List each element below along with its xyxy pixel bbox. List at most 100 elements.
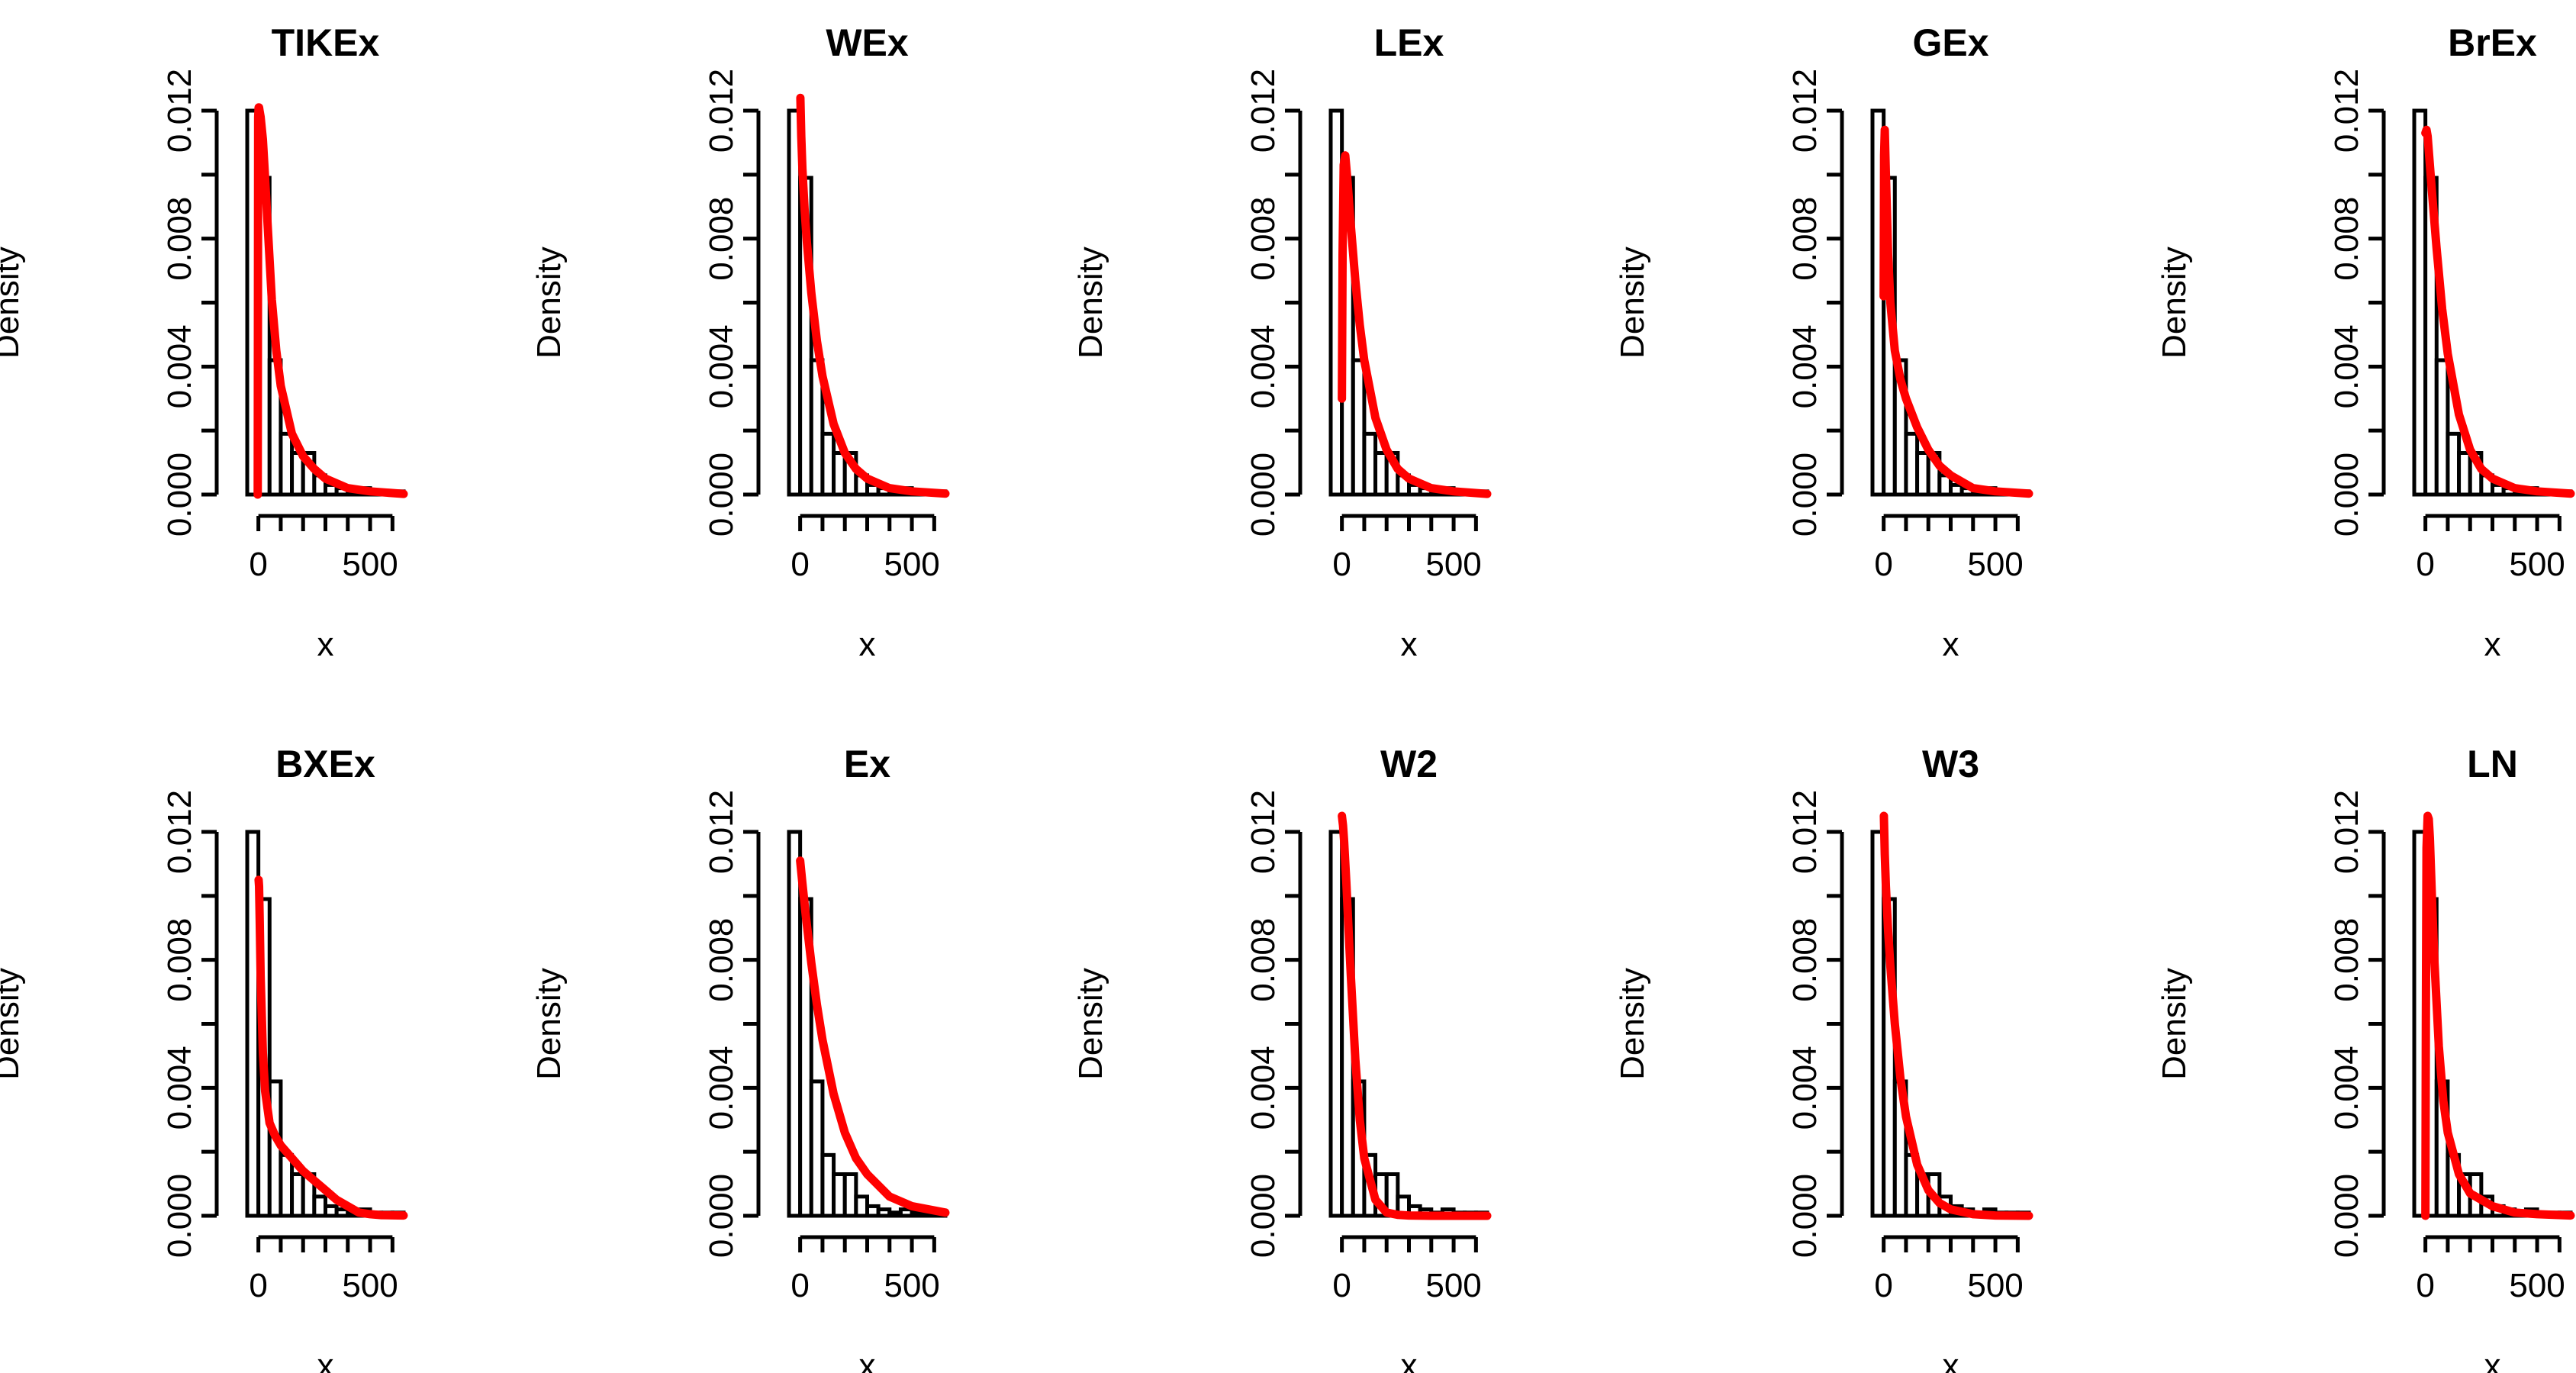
- y-tick-label: 0.012: [1245, 69, 1282, 153]
- y-tick-label: 0.004: [161, 1046, 198, 1130]
- x-axis-label: x: [317, 1347, 334, 1373]
- y-tick-label: 0.008: [2328, 197, 2365, 281]
- x-axis-label: x: [1401, 1347, 1418, 1373]
- y-axis-label: Density: [1072, 247, 1109, 359]
- x-tick-label: 0: [2416, 546, 2434, 583]
- y-tick-label: 0.012: [1786, 69, 1824, 153]
- x-tick-label: 0: [249, 1267, 267, 1304]
- panel-ln: LN 0.000 0.004 0.008 0.012 Density 0 500 x: [2156, 743, 2575, 1373]
- y-axis-label: Density: [2156, 968, 2193, 1080]
- y-tick-label: 0.004: [161, 324, 198, 408]
- x-tick-label: 0: [1332, 546, 1351, 583]
- x-tick-label: 0: [1874, 1267, 1892, 1304]
- y-tick-label: 0.008: [1786, 197, 1824, 281]
- y-axis-label: Density: [2156, 247, 2193, 359]
- panel-lex: LEx 0.000 0.004 0.008 0.012 Density 0 500 x: [1072, 21, 1492, 663]
- x-axis-label: x: [317, 626, 334, 663]
- panel-title: W2: [1380, 743, 1438, 785]
- panel-title: W3: [1922, 743, 1979, 785]
- y-tick-label: 0.008: [703, 918, 740, 1002]
- x-tick-label: 500: [884, 546, 939, 583]
- x-axis-label: x: [859, 1347, 876, 1373]
- x-tick-label: 500: [1425, 546, 1481, 583]
- y-tick-label: 0.008: [703, 197, 740, 281]
- panel-title: BXEx: [275, 743, 375, 785]
- x-tick-label: 0: [249, 546, 267, 583]
- panel-title: Ex: [844, 743, 890, 785]
- y-tick-label: 0.000: [2328, 1174, 2365, 1258]
- fitted-density-line: [796, 93, 950, 498]
- x-tick-label: 0: [1874, 546, 1892, 583]
- y-tick-label: 0.000: [1245, 453, 1282, 537]
- panel-brex: BrEx 0.000 0.004 0.008 0.012 Density 0 500 x: [2156, 21, 2575, 663]
- fitted-density-line: [2421, 125, 2575, 498]
- y-tick-label: 0.012: [703, 69, 740, 153]
- y-tick-label: 0.000: [161, 1174, 198, 1258]
- x-tick-label: 500: [1967, 546, 2023, 583]
- panel-title: LN: [2467, 743, 2518, 785]
- y-axis-label: Density: [530, 968, 568, 1080]
- y-tick-label: 0.012: [1786, 790, 1824, 874]
- y-axis-label: Density: [0, 968, 26, 1080]
- fitted-density-line: [1879, 125, 2033, 498]
- y-axis-label: Density: [0, 247, 26, 359]
- x-tick-label: 500: [342, 1267, 398, 1304]
- x-tick-label: 0: [791, 1267, 809, 1304]
- y-tick-label: 0.000: [703, 453, 740, 537]
- fitted-density-line: [253, 103, 408, 499]
- x-axis-label: x: [2484, 1347, 2501, 1373]
- panel-wex: WEx 0.000 0.004 0.008 0.012 Density 0 500 x: [530, 21, 950, 663]
- y-tick-label: 0.012: [161, 790, 198, 874]
- fitted-density-line: [1338, 151, 1492, 498]
- y-tick-label: 0.004: [703, 324, 740, 408]
- panel-bxex: BXEx 0.000 0.004 0.008 0.012 Density 0 500 x: [0, 743, 408, 1373]
- y-axis-label: Density: [530, 247, 568, 359]
- y-tick-label: 0.004: [2328, 324, 2365, 408]
- x-tick-label: 500: [2509, 1267, 2565, 1304]
- y-axis-label: Density: [1614, 247, 1651, 359]
- panel-title: BrEx: [2448, 21, 2537, 64]
- y-tick-label: 0.000: [703, 1174, 740, 1258]
- y-tick-label: 0.012: [2328, 69, 2365, 153]
- y-tick-label: 0.004: [1245, 1046, 1282, 1130]
- y-tick-label: 0.012: [161, 69, 198, 153]
- y-tick-label: 0.004: [1786, 324, 1824, 408]
- fitted-density-line: [1338, 811, 1492, 1220]
- y-tick-label: 0.000: [2328, 453, 2365, 537]
- panel-gex: GEx 0.000 0.004 0.008 0.012 Density 0 500 x: [1614, 21, 2033, 663]
- histogram-bar: [1351, 358, 1367, 497]
- panel-w3: W3 0.000 0.004 0.008 0.012 Density 0 500 x: [1614, 743, 2033, 1373]
- panel-title: LEx: [1374, 21, 1444, 64]
- y-tick-label: 0.004: [1786, 1046, 1824, 1130]
- x-tick-label: 0: [791, 546, 809, 583]
- y-tick-label: 0.008: [1245, 918, 1282, 1002]
- x-tick-label: 0: [1332, 1267, 1351, 1304]
- x-axis-label: x: [859, 626, 876, 663]
- x-tick-label: 500: [1967, 1267, 2023, 1304]
- x-tick-label: 500: [342, 546, 398, 583]
- y-axis-label: Density: [1614, 968, 1651, 1080]
- x-axis-label: x: [2484, 626, 2501, 663]
- fitted-density-line: [796, 856, 950, 1217]
- y-tick-label: 0.004: [703, 1046, 740, 1130]
- y-tick-label: 0.004: [2328, 1046, 2365, 1130]
- x-axis-label: x: [1943, 626, 1959, 663]
- panel-title: GEx: [1912, 21, 1988, 64]
- y-tick-label: 0.000: [1786, 1174, 1824, 1258]
- y-tick-label: 0.008: [1786, 918, 1824, 1002]
- y-tick-label: 0.008: [161, 918, 198, 1002]
- y-tick-label: 0.000: [161, 453, 198, 537]
- fitted-density-line: [2421, 811, 2575, 1220]
- x-tick-label: 500: [2509, 546, 2565, 583]
- fitted-density-line: [1879, 811, 2033, 1220]
- panel-tikex: TIKEx 0.000 0.004 0.008 0.012 Density 0 500 x: [0, 21, 408, 663]
- panel-title: TIKEx: [272, 21, 380, 64]
- y-tick-label: 0.008: [2328, 918, 2365, 1002]
- histogram-bar: [809, 1079, 825, 1218]
- panel-ex: Ex 0.000 0.004 0.008 0.012 Density 0 500 x: [530, 743, 950, 1373]
- x-tick-label: 500: [1425, 1267, 1481, 1304]
- x-axis-label: x: [1943, 1347, 1959, 1373]
- y-tick-label: 0.008: [1245, 197, 1282, 281]
- x-tick-label: 0: [2416, 1267, 2434, 1304]
